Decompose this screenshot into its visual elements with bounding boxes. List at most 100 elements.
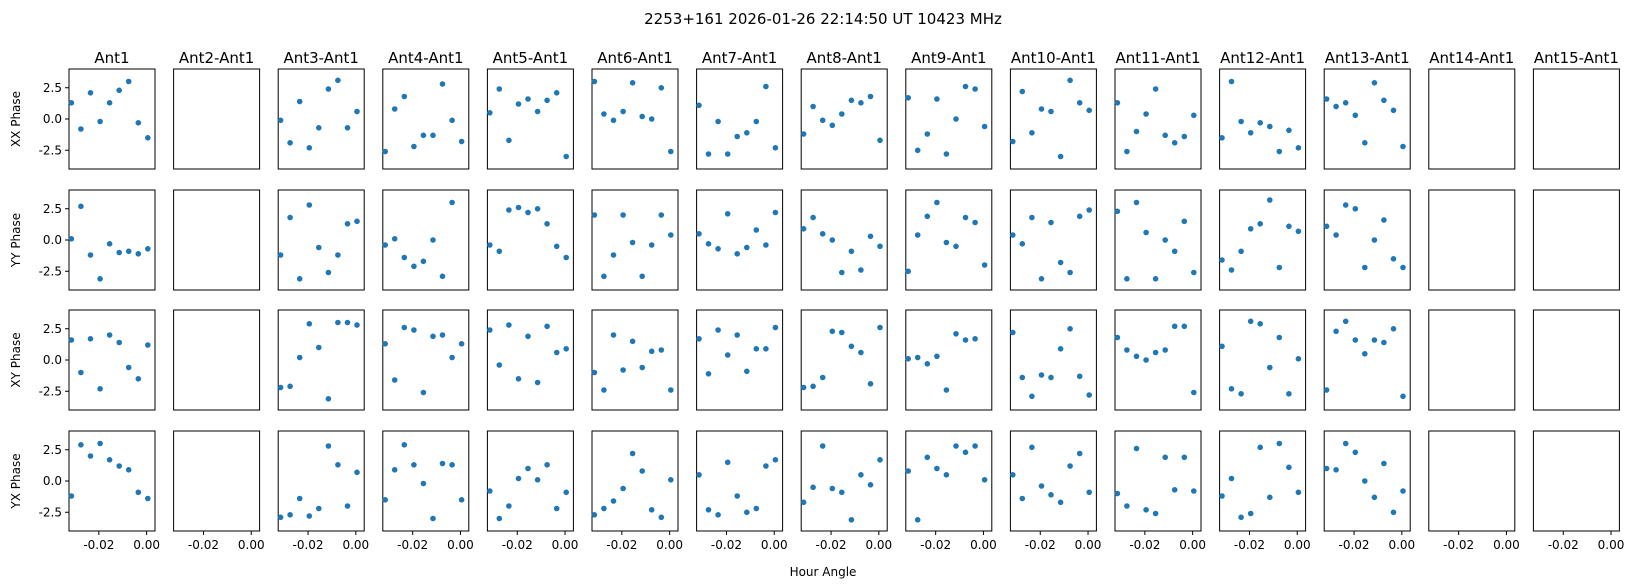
data-point [401, 93, 408, 100]
panel-frame [1428, 189, 1516, 291]
data-point [1038, 276, 1045, 282]
x-tick-label: 0.00 [1075, 538, 1102, 552]
data-point [763, 83, 769, 90]
data-point [924, 454, 931, 461]
data-point [68, 493, 75, 499]
subplot-panel: -0.02 0.00 [1219, 430, 1311, 552]
data-point [1029, 393, 1035, 400]
subplot-panel: -0.02 0.00 [1532, 430, 1624, 552]
data-point [810, 103, 816, 110]
data-point [1362, 351, 1368, 357]
data-point [1276, 334, 1283, 341]
data-point [981, 477, 988, 483]
x-tick-label: 0.00 [238, 538, 265, 552]
x-tick-label: -0.02 [816, 538, 847, 552]
data-point [116, 339, 122, 346]
data-point [420, 389, 427, 396]
data-point [1247, 510, 1254, 517]
subplot-panel: 2.5 0.0 -2.5 XY Phase [9, 309, 156, 411]
data-point [344, 221, 351, 227]
data-point [1019, 241, 1026, 247]
panel-frame [1428, 309, 1516, 411]
data-point [914, 354, 921, 361]
subplot-panel [591, 309, 679, 411]
data-point [1333, 467, 1339, 473]
subplot-panel: -0.02 0.00 [1323, 430, 1415, 552]
data-point [696, 472, 702, 478]
subplot-panel: -0.02 0.00 [277, 430, 369, 552]
panel-frame [68, 309, 156, 411]
data-point [620, 108, 626, 115]
subplot-panel [1219, 189, 1307, 291]
data-point [1219, 135, 1225, 141]
data-point [1133, 445, 1140, 452]
data-point [449, 354, 455, 361]
x-tick-label: -0.02 [83, 538, 114, 552]
data-point [515, 376, 522, 382]
data-point [800, 384, 807, 391]
data-point [306, 145, 313, 151]
data-point [553, 505, 560, 512]
data-point [316, 244, 322, 251]
data-point [506, 207, 512, 213]
data-point [877, 243, 883, 250]
data-point [1181, 323, 1188, 330]
data-point [68, 337, 75, 343]
data-point [78, 369, 84, 376]
y-tick-label: 0.0 [43, 112, 62, 126]
subplot-panel [696, 189, 784, 291]
data-point [534, 477, 541, 483]
data-point [277, 252, 284, 258]
data-point [610, 252, 617, 258]
y-tick-label: -2.5 [39, 143, 62, 157]
data-point [1371, 337, 1378, 343]
data-point [744, 368, 750, 375]
data-point [277, 384, 284, 391]
data-point [763, 463, 769, 469]
data-point [1257, 321, 1263, 327]
data-point [601, 111, 607, 117]
data-point [382, 341, 389, 347]
data-point [1390, 255, 1397, 262]
data-point [877, 137, 883, 144]
subplot-panel [800, 189, 888, 291]
data-point [1286, 127, 1292, 134]
data-point [620, 485, 626, 492]
panel-frame [1219, 430, 1307, 532]
data-point [354, 469, 360, 476]
data-point [1267, 364, 1273, 371]
data-point [1191, 488, 1197, 494]
panel-frame [382, 189, 470, 291]
data-point [1390, 107, 1397, 114]
data-point [705, 151, 712, 157]
data-point [430, 132, 436, 139]
data-point [1181, 454, 1188, 461]
data-point [563, 489, 569, 496]
data-point [744, 130, 750, 136]
panel-frame [800, 430, 888, 532]
data-point [943, 239, 950, 246]
data-point [724, 151, 731, 157]
column-title: Ant10-Ant1 [1011, 49, 1096, 67]
data-point [1342, 100, 1349, 106]
data-point [839, 489, 845, 496]
data-point [1267, 197, 1273, 203]
data-point [1152, 86, 1159, 92]
data-point [316, 505, 322, 512]
data-point [696, 231, 702, 237]
data-point [705, 371, 712, 377]
data-point [1086, 107, 1092, 114]
panel-frame [173, 430, 261, 532]
data-point [1133, 353, 1140, 360]
data-point [335, 319, 341, 326]
data-point [744, 509, 750, 516]
data-point [1286, 223, 1292, 230]
panel-frame [800, 189, 888, 291]
data-point [1171, 487, 1178, 493]
y-tick-label: 2.5 [43, 202, 62, 216]
subplot-panel [382, 189, 470, 291]
data-point [1133, 128, 1140, 135]
data-point [905, 95, 911, 101]
data-point [439, 460, 446, 467]
subplot-panel [1114, 189, 1202, 291]
